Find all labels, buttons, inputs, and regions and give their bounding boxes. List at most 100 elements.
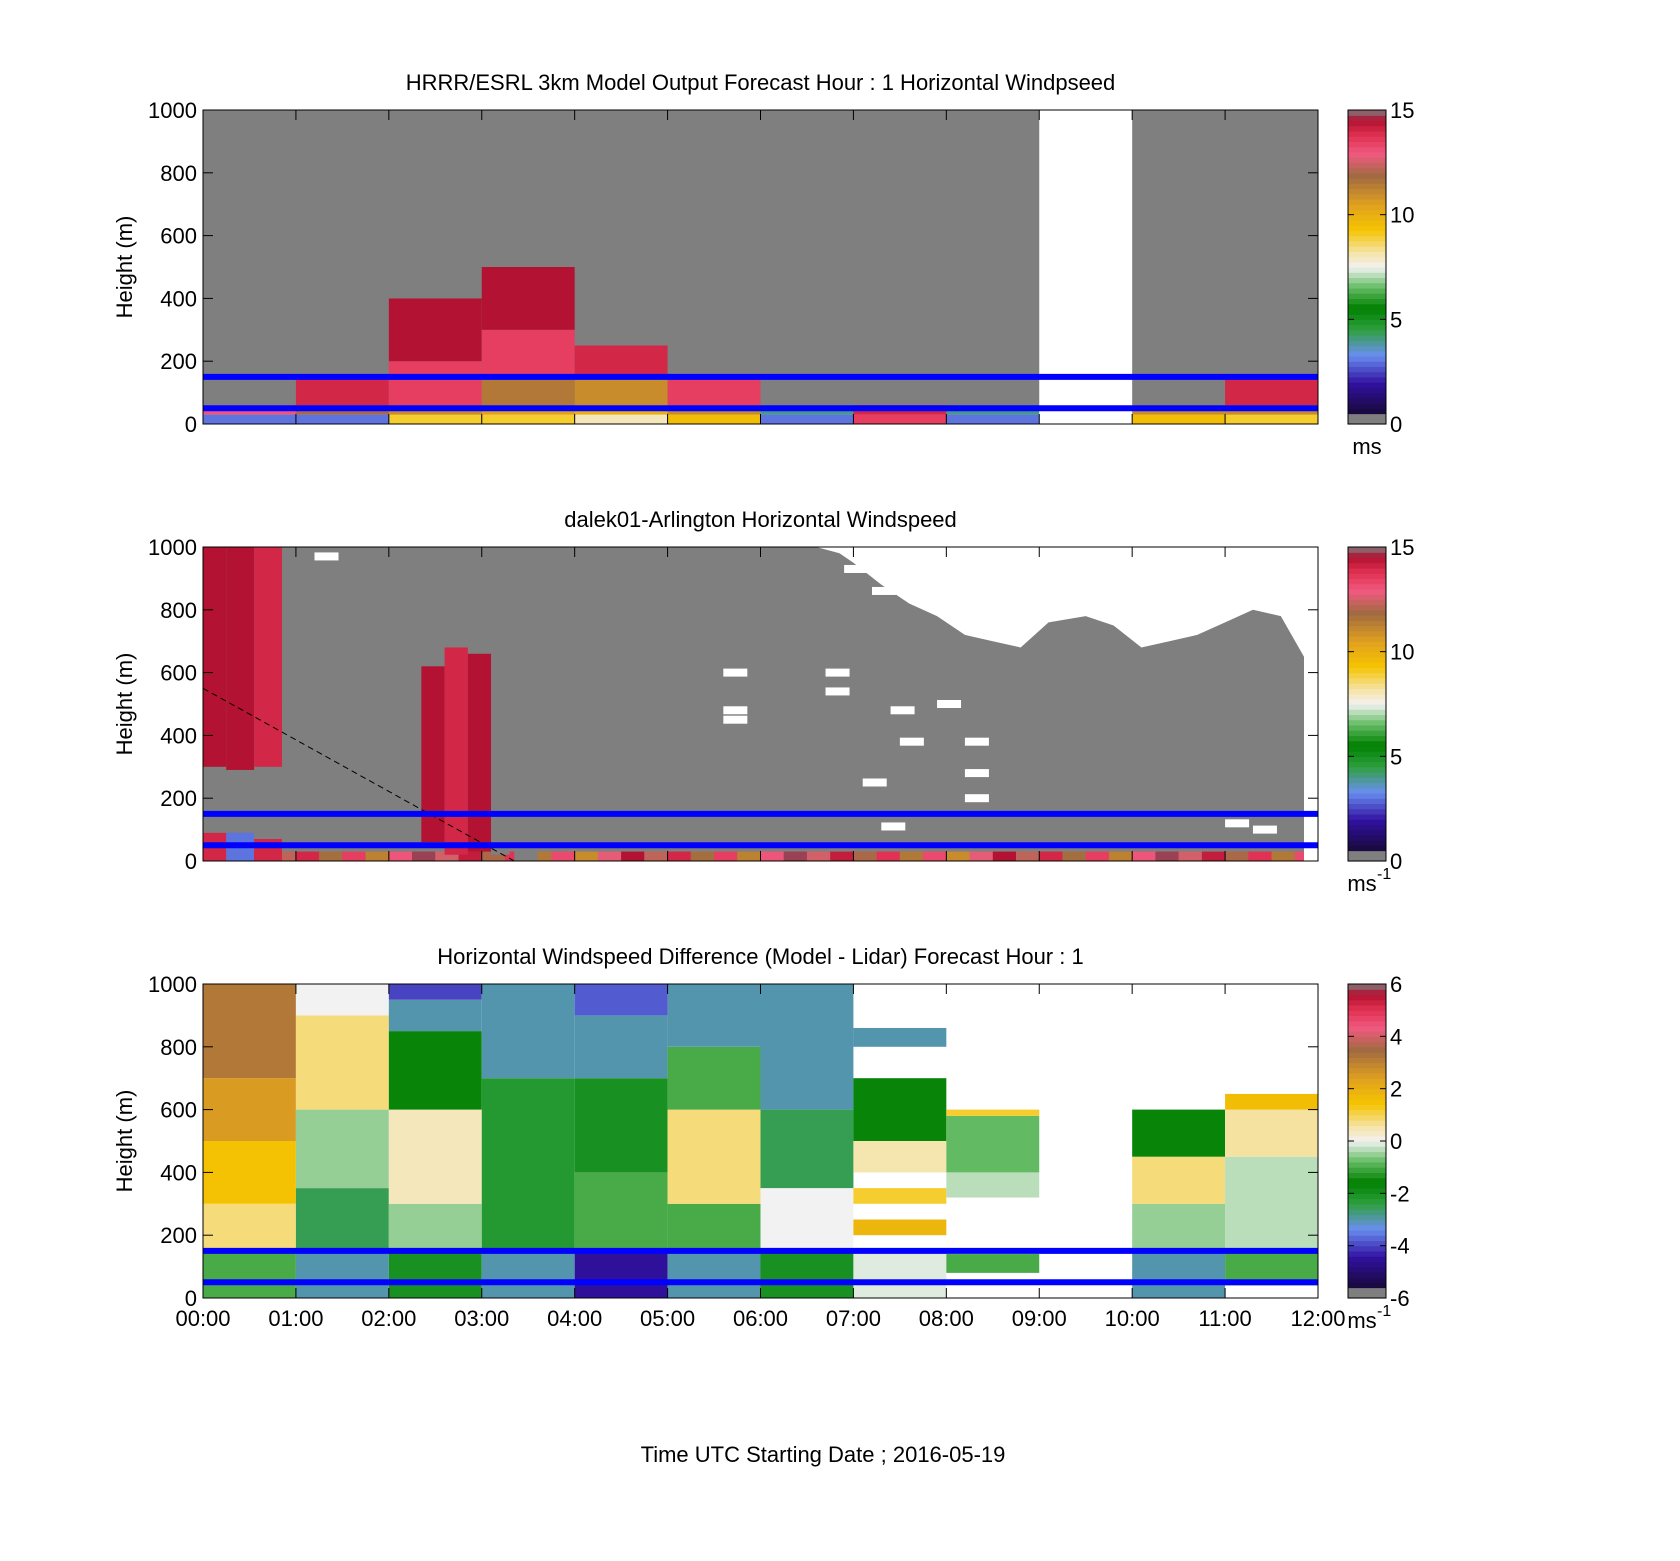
colorbar-segment — [1348, 293, 1386, 299]
y-tick-label: 1000 — [148, 535, 197, 560]
colorbar: -6 -4 -2 0 2 4 6 ms -1 — [1347, 972, 1409, 1333]
data-cell — [481, 851, 505, 861]
data-cell — [514, 744, 538, 861]
colorbar-segment — [1348, 1282, 1386, 1289]
data-cell — [1201, 851, 1226, 861]
missing-data — [825, 668, 850, 677]
x-tick-label: 06:00 — [733, 1306, 788, 1331]
colorbar-segment — [1348, 615, 1386, 621]
colorbar-segment — [1348, 366, 1386, 373]
colorbar-segment — [1348, 552, 1386, 559]
colorbar-segment — [1348, 251, 1386, 258]
data-cell — [574, 1015, 668, 1079]
data-cell — [203, 1250, 296, 1298]
data-cell — [388, 298, 482, 362]
data-column — [1132, 1109, 1226, 1298]
data-cell — [481, 1078, 575, 1251]
colorbar-unit: ms — [1347, 871, 1376, 896]
data-cell — [574, 984, 668, 1016]
data-cell — [551, 851, 575, 861]
data-cell — [644, 851, 668, 861]
colorbar-segment — [1348, 1156, 1386, 1163]
colorbar-tick-label: 0 — [1390, 412, 1402, 437]
colorbar-segment — [1348, 1093, 1386, 1100]
colorbar-segment — [1348, 813, 1386, 820]
y-tick-label: 0 — [185, 412, 197, 437]
data-cell — [1108, 851, 1133, 861]
colorbar-segment — [1348, 557, 1386, 564]
colorbar-segment — [1348, 719, 1386, 726]
colorbar-segment — [1348, 1052, 1386, 1058]
data-cell — [853, 1219, 947, 1236]
data-column — [226, 547, 255, 861]
missing-data — [1252, 825, 1277, 834]
data-cell — [295, 414, 389, 424]
data-cell — [1132, 414, 1226, 424]
colorbar-segment — [1348, 735, 1386, 742]
colorbar-segment — [1348, 1057, 1386, 1064]
data-cell — [1225, 376, 1318, 406]
colorbar-segment — [1348, 989, 1386, 996]
colorbar-segment — [1348, 651, 1386, 658]
colorbar-tick-label: 15 — [1390, 98, 1414, 123]
data-cell — [1225, 851, 1249, 861]
missing-data — [964, 794, 989, 803]
data-cell — [574, 851, 598, 861]
data-cell — [365, 851, 389, 861]
data-cell — [899, 851, 924, 861]
y-tick-label: 800 — [160, 598, 197, 623]
colorbar-segment — [1348, 329, 1386, 336]
colorbar-segment — [1348, 787, 1386, 794]
colorbar-segment — [1348, 261, 1386, 268]
x-tick-label: 05:00 — [640, 1306, 695, 1331]
y-tick-label: 200 — [160, 1223, 197, 1248]
data-cell — [1225, 1109, 1318, 1157]
colorbar-segment — [1348, 688, 1386, 695]
colorbar-segment — [1348, 1271, 1386, 1278]
panel-1: HRRR/ESRL 3km Model Output Forecast Hour… — [112, 70, 1414, 459]
colorbar-segment — [1348, 1193, 1386, 1200]
colorbar-segment — [1348, 1287, 1386, 1294]
colorbar-segment — [1348, 1099, 1386, 1105]
colorbar-segment — [1348, 1135, 1386, 1142]
data-cell — [690, 851, 715, 861]
plot-content — [203, 984, 1318, 1298]
data-column — [760, 984, 854, 1298]
data-column — [853, 1027, 947, 1298]
panel-3: Horizontal Windspeed Difference (Model -… — [112, 944, 1410, 1333]
colorbar-segment — [1348, 646, 1386, 653]
data-cell — [760, 1188, 854, 1251]
data-column — [481, 267, 575, 424]
data-cell — [458, 851, 482, 861]
colorbar-segment — [1348, 850, 1386, 857]
colorbar-segment — [1348, 162, 1386, 169]
colorbar-segment — [1348, 641, 1386, 648]
colorbar-segment — [1348, 630, 1386, 637]
data-cell — [295, 376, 389, 406]
data-cell — [203, 984, 296, 1079]
colorbar-segment — [1348, 1078, 1386, 1085]
colorbar-tick-label: 10 — [1390, 640, 1414, 665]
data-cell — [946, 1109, 1040, 1116]
colorbar-segment — [1348, 683, 1386, 689]
colorbar-segment — [1348, 319, 1386, 326]
missing-data — [862, 778, 887, 787]
colorbar-segment — [1348, 714, 1386, 721]
data-cell — [992, 851, 1017, 861]
y-tick-label: 0 — [185, 1286, 197, 1311]
data-cell — [667, 1203, 761, 1251]
colorbar-segment — [1348, 115, 1386, 122]
colorbar-segment — [1348, 230, 1386, 237]
colorbar-segment — [1348, 1020, 1386, 1027]
y-tick-label: 200 — [160, 349, 197, 374]
y-axis-label: Height (m) — [112, 1090, 137, 1193]
data-cell — [1132, 1156, 1226, 1204]
colorbar-segment — [1348, 172, 1386, 179]
y-tick-label: 800 — [160, 1035, 197, 1060]
data-cell — [574, 414, 668, 424]
data-cell — [1155, 851, 1179, 861]
missing-data — [890, 706, 915, 715]
x-tick-label: 10:00 — [1105, 1306, 1160, 1331]
colorbar-segment — [1348, 1010, 1386, 1016]
colorbar-segment — [1348, 267, 1386, 273]
